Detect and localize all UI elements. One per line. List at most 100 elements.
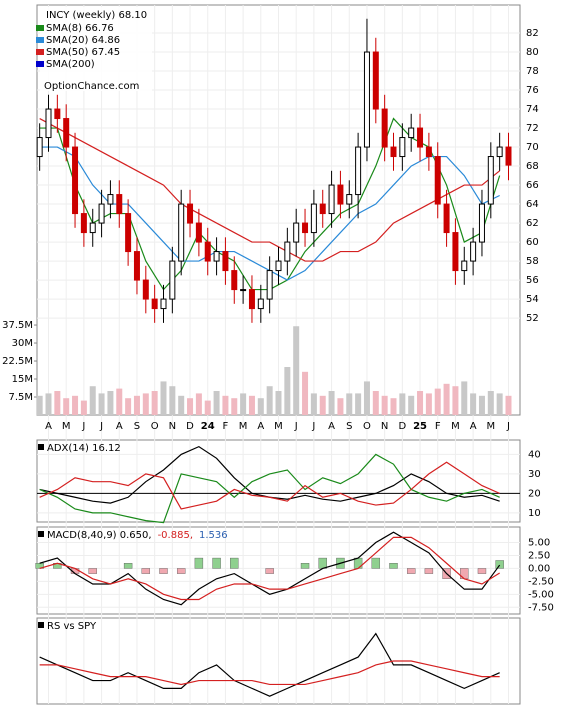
x-tick-label: M xyxy=(451,421,460,432)
volume-bar xyxy=(98,393,105,415)
candle-body xyxy=(328,184,335,215)
y-tick-label: 68 xyxy=(526,161,539,172)
volume-bar xyxy=(89,386,96,415)
volume-bar xyxy=(434,388,441,415)
volume-bar xyxy=(496,393,503,415)
histogram-bar xyxy=(318,557,327,569)
y-tick-label: 72 xyxy=(526,123,539,134)
sma-line xyxy=(39,118,501,262)
panel-legend-swatch xyxy=(38,531,44,537)
annotation: OptionChance.com xyxy=(44,81,139,92)
candle-body xyxy=(408,127,415,139)
candle-body xyxy=(417,127,424,148)
candle-body xyxy=(302,222,309,234)
candle-body xyxy=(89,222,96,234)
volume-bar xyxy=(408,395,415,415)
indicator-line xyxy=(39,632,500,697)
candle-body xyxy=(496,146,503,158)
legend-swatch xyxy=(36,37,44,43)
y-tick-label: 70 xyxy=(526,142,539,153)
y-tick-label: 74 xyxy=(526,104,539,115)
histogram-bar xyxy=(141,568,151,574)
volume-bar xyxy=(204,400,211,415)
y-tick-label: 80 xyxy=(526,47,539,58)
y-tick-label: 56 xyxy=(526,275,539,286)
candle-body xyxy=(487,156,494,205)
volume-bar xyxy=(355,393,362,415)
x-tick-label: O xyxy=(363,421,371,432)
candle-body xyxy=(355,146,362,196)
histogram-bar xyxy=(212,557,221,569)
legend-swatch xyxy=(36,49,44,55)
candle-body xyxy=(381,108,388,148)
volume-bar xyxy=(240,393,247,415)
panel-title-part: -0.885, xyxy=(158,530,193,541)
volume-tick-label: 22.5M xyxy=(2,356,33,367)
indicator-line xyxy=(39,660,500,686)
candle-body xyxy=(63,118,70,148)
candle-body xyxy=(346,194,353,205)
volume-bar xyxy=(195,393,202,415)
x-tick-label: F xyxy=(435,421,441,432)
legend-label: SMA(200) xyxy=(46,59,95,70)
panel-legend-swatch xyxy=(38,444,44,450)
x-tick-label: J xyxy=(506,421,510,432)
y-tick-label: 76 xyxy=(526,85,539,96)
histogram-bar xyxy=(424,568,434,574)
volume-bar xyxy=(425,393,432,415)
histogram-bar xyxy=(230,557,239,569)
x-tick-label: M xyxy=(274,421,283,432)
y-tick-label: 58 xyxy=(526,256,539,267)
candle-body xyxy=(54,108,61,120)
candle-body xyxy=(231,270,238,291)
x-tick-label: J xyxy=(99,421,103,432)
volume-bar xyxy=(45,393,52,415)
x-tick-label: N xyxy=(381,421,388,432)
volume-bar xyxy=(151,391,158,415)
panel-title-part: MACD(8,40,9) 0.650, xyxy=(47,530,152,541)
candle-body xyxy=(213,251,220,262)
candle-body xyxy=(337,184,344,205)
x-tick-label: M xyxy=(239,421,248,432)
candle-body xyxy=(257,298,264,310)
candle-body xyxy=(187,203,194,224)
x-tick-label: D xyxy=(186,421,194,432)
volume-bar xyxy=(337,398,344,415)
volume-bar xyxy=(470,393,477,415)
candle-body xyxy=(204,241,211,262)
volume-tick-label: 15M xyxy=(12,374,33,385)
candle-body xyxy=(425,146,432,158)
x-tick-label: J xyxy=(311,421,315,432)
volume-bar xyxy=(178,395,185,415)
candle-body xyxy=(80,213,87,234)
volume-bar xyxy=(248,395,255,415)
y-tick-label: 66 xyxy=(526,180,539,191)
histogram-bar xyxy=(495,560,504,569)
y-tick-label: 30 xyxy=(528,469,541,480)
volume-bar xyxy=(266,386,273,415)
volume-bar xyxy=(213,391,220,415)
volume-bar xyxy=(487,391,494,415)
x-tick-label: M xyxy=(486,421,495,432)
volume-bar xyxy=(390,398,397,415)
histogram-bar xyxy=(194,557,204,569)
x-tick-label: 25 xyxy=(413,421,427,432)
candle-body xyxy=(125,213,132,253)
candle-body xyxy=(133,251,140,281)
candle-body xyxy=(142,279,149,300)
candle-body xyxy=(461,260,468,272)
volume-bar xyxy=(363,381,370,415)
x-tick-label: A xyxy=(328,421,335,432)
x-tick-label: A xyxy=(470,421,477,432)
y-tick-label: 82 xyxy=(526,28,539,39)
legend-label: SMA(20) 64.86 xyxy=(46,35,120,46)
x-tick-label: F xyxy=(223,421,229,432)
candle-body xyxy=(266,270,273,300)
volume-bar xyxy=(328,391,335,415)
candle-body xyxy=(72,146,79,215)
histogram-bar xyxy=(159,568,168,574)
volume-bar xyxy=(107,391,114,415)
volume-bar xyxy=(257,398,264,415)
indicator-line xyxy=(39,531,501,606)
